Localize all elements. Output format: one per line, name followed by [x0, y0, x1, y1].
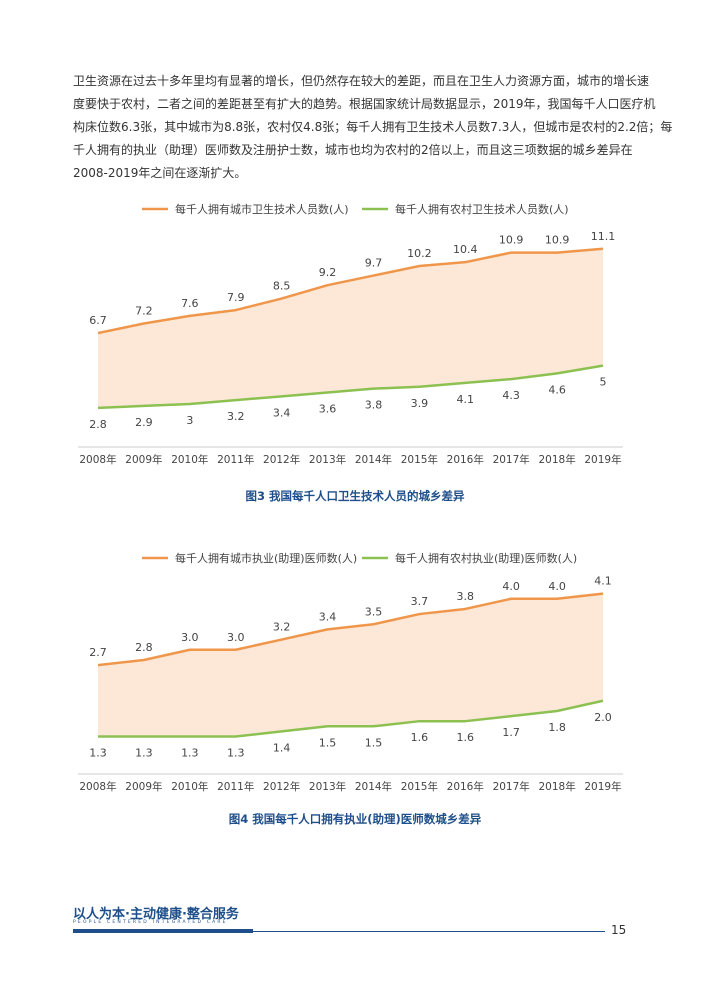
- legend-label: 每千人拥有农村执业(助理)医师数(人): [395, 551, 577, 565]
- legend-label: 每千人拥有农村卫生技术人员数(人): [395, 202, 569, 216]
- rural-data-label: 1.3: [181, 746, 199, 759]
- urban-data-label: 10.2: [407, 247, 432, 260]
- x-tick-label: 2014年: [355, 780, 392, 793]
- rural-data-label: 4.3: [502, 389, 520, 402]
- urban-data-label: 7.9: [227, 291, 245, 304]
- x-tick-label: 2017年: [493, 453, 530, 466]
- urban-data-label: 3.7: [411, 595, 429, 608]
- urban-data-label: 4.0: [548, 580, 566, 593]
- urban-data-label: 3.5: [365, 605, 383, 618]
- x-tick-label: 2008年: [79, 780, 116, 793]
- x-tick-label: 2011年: [217, 780, 254, 793]
- x-tick-label: 2016年: [447, 453, 484, 466]
- x-tick-label: 2016年: [447, 780, 484, 793]
- urban-data-label: 9.7: [365, 257, 383, 270]
- x-tick-label: 2008年: [79, 453, 116, 466]
- urban-data-label: 10.4: [453, 243, 478, 256]
- rural-data-label: 2.8: [89, 418, 107, 431]
- rural-data-label: 3.2: [227, 410, 245, 423]
- x-tick-label: 2013年: [309, 780, 346, 793]
- x-tick-label: 2011年: [217, 453, 254, 466]
- rural-data-label: 1.3: [135, 746, 153, 759]
- urban-series-line: [97, 592, 604, 667]
- urban-data-label: 11.1: [591, 230, 616, 243]
- page-number: 15: [611, 923, 627, 937]
- x-tick-label: 2012年: [263, 780, 300, 793]
- rural-data-label: 1.3: [227, 746, 245, 759]
- rural-data-label: 1.5: [365, 736, 383, 749]
- rural-data-label: 1.7: [502, 726, 520, 739]
- urban-data-label: 3.0: [227, 631, 245, 644]
- x-tick-label: 2018年: [538, 453, 575, 466]
- urban-series-line: [97, 247, 604, 335]
- urban-data-label: 10.9: [545, 234, 570, 247]
- x-tick-label: 2010年: [171, 780, 208, 793]
- x-tick-label: 2012年: [263, 453, 300, 466]
- rural-data-label: 5: [600, 376, 607, 389]
- paragraph-line: 千人拥有的执业（助理）医师数及注册护士数，城市也均为农村的2倍以上，而且这三项数…: [73, 143, 633, 157]
- urban-data-label: 7.6: [181, 297, 199, 310]
- rural-data-label: 4.1: [457, 393, 475, 406]
- gap-area: [98, 593, 603, 737]
- body-paragraph: 卫生资源在过去十多年里均有显著的增长，但仍然存在较大的差距，而且在卫生人力资源方…: [73, 70, 673, 185]
- paragraph-line: 2008-2019年之间在逐渐扩大。: [73, 166, 247, 180]
- x-tick-label: 2017年: [493, 780, 530, 793]
- rural-data-label: 3.4: [273, 406, 291, 419]
- urban-data-label: 2.8: [135, 641, 153, 654]
- x-tick-label: 2013年: [309, 453, 346, 466]
- footer-title: 以人为本·主动健康·整合服务: [73, 907, 239, 922]
- rural-data-label: 1.3: [89, 746, 107, 759]
- urban-data-label: 6.7: [89, 314, 107, 327]
- rural-series-line: [97, 364, 604, 410]
- paragraph-line: 度要快于农村，二者之间的差距甚至有扩大的趋势。根据国家统计局数据显示，2019年…: [73, 97, 656, 111]
- health-tech-staff-chart: 每千人拥有城市卫生技术人员数(人) 每千人拥有农村卫生技术人员数(人) 6.7 7.2…: [78, 202, 623, 466]
- x-tick-label: 2019年: [584, 780, 621, 793]
- gap-area: [98, 248, 603, 408]
- rural-data-label: 3: [186, 414, 193, 427]
- x-tick-label: 2010年: [171, 453, 208, 466]
- footer-bar: [73, 929, 253, 933]
- x-tick-label: 2018年: [538, 780, 575, 793]
- rural-series-line: [98, 699, 604, 738]
- paragraph-line: 构床位数6.3张，其中城市为8.8张，农村仅4.8张；每千人拥有卫生技术人员数7…: [73, 120, 673, 134]
- rural-data-label: 1.5: [319, 736, 337, 749]
- rural-data-label: 1.6: [457, 731, 475, 744]
- footer-subtitle: PEOPLE CENTERED INTEGRATED CARE: [73, 920, 228, 925]
- rural-data-label: 2.9: [135, 416, 153, 429]
- rural-data-label: 4.6: [548, 383, 566, 396]
- urban-data-label: 3.4: [319, 610, 337, 623]
- footer-line: [253, 931, 605, 932]
- chart-caption-fig4: 图4 我国每千人口拥有执业(助理)医师数城乡差异: [228, 812, 482, 826]
- x-tick-label: 2009年: [125, 453, 162, 466]
- urban-data-label: 4.1: [594, 575, 612, 588]
- x-tick-label: 2015年: [401, 780, 438, 793]
- legend-label: 每千人拥有城市执业(助理)医师数(人): [175, 551, 357, 565]
- rural-data-label: 3.8: [365, 399, 383, 412]
- physicians-chart: 每千人拥有城市执业(助理)医师数(人) 每千人拥有农村执业(助理)医师数(人) 2.…: [78, 551, 623, 793]
- x-tick-label: 2009年: [125, 780, 162, 793]
- urban-data-label: 7.2: [135, 305, 153, 318]
- urban-data-label: 4.0: [502, 580, 520, 593]
- x-tick-label: 2015年: [401, 453, 438, 466]
- rural-data-label: 2.0: [594, 711, 612, 724]
- rural-data-label: 1.4: [273, 741, 291, 754]
- rural-data-label: 1.6: [411, 731, 429, 744]
- rural-data-label: 3.9: [411, 397, 429, 410]
- urban-data-label: 9.2: [319, 266, 337, 279]
- urban-data-label: 10.9: [499, 234, 524, 247]
- urban-data-label: 3.8: [457, 590, 475, 603]
- urban-data-label: 3.2: [273, 621, 291, 634]
- urban-data-label: 2.7: [89, 646, 107, 659]
- urban-data-label: 8.5: [273, 280, 291, 293]
- rural-data-label: 3.6: [319, 403, 337, 416]
- chart-caption-fig3: 图3 我国每千人口卫生技术人员的城乡差异: [245, 489, 465, 503]
- legend-label: 每千人拥有城市卫生技术人员数(人): [175, 202, 349, 216]
- rural-data-label: 1.8: [548, 721, 566, 734]
- x-tick-label: 2019年: [584, 453, 621, 466]
- urban-data-label: 3.0: [181, 631, 199, 644]
- paragraph-line: 卫生资源在过去十多年里均有显著的增长，但仍然存在较大的差距，而且在卫生人力资源方…: [73, 74, 650, 88]
- x-tick-label: 2014年: [355, 453, 392, 466]
